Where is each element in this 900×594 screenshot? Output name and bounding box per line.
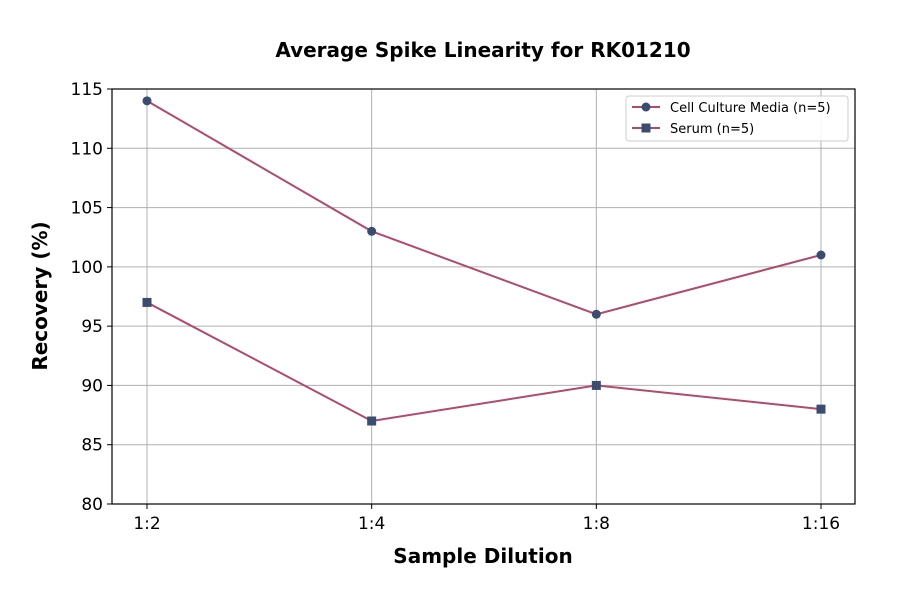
data-point	[816, 404, 826, 414]
y-tick-label: 80	[81, 495, 103, 515]
y-tick-label: 100	[71, 258, 103, 278]
y-tick-label: 85	[81, 436, 103, 456]
chart-title: Average Spike Linearity for RK01210	[275, 38, 690, 62]
legend-marker	[641, 123, 651, 133]
data-point	[816, 250, 826, 260]
y-tick-label: 95	[81, 317, 103, 337]
x-tick-label: 1:4	[358, 514, 385, 534]
x-tick-label: 1:16	[802, 514, 840, 534]
x-tick-label: 1:2	[133, 514, 160, 534]
series-line-1	[146, 301, 822, 423]
x-axis-label: Sample Dilution	[393, 544, 572, 568]
data-point	[591, 380, 601, 390]
y-tick-label: 90	[81, 376, 103, 396]
data-point	[591, 309, 601, 319]
legend: Cell Culture Media (n=5) Serum (n=5)	[625, 95, 849, 142]
plot-frame	[111, 88, 856, 505]
x-tick-label: 1:8	[583, 514, 610, 534]
y-tick-label: 115	[71, 80, 103, 100]
series-line-0	[146, 99, 822, 316]
legend-marker	[641, 102, 651, 112]
data-point	[142, 96, 152, 106]
data-point	[367, 226, 377, 236]
y-tick-label: 110	[71, 139, 103, 159]
legend-box	[625, 95, 849, 142]
data-point	[142, 297, 152, 307]
legend-label: Serum (n=5)	[670, 122, 754, 137]
legend-label: Cell Culture Media (n=5)	[670, 101, 831, 116]
y-axis-label: Recovery (%)	[28, 221, 52, 370]
data-point	[367, 416, 377, 426]
y-tick-label: 105	[71, 199, 103, 219]
